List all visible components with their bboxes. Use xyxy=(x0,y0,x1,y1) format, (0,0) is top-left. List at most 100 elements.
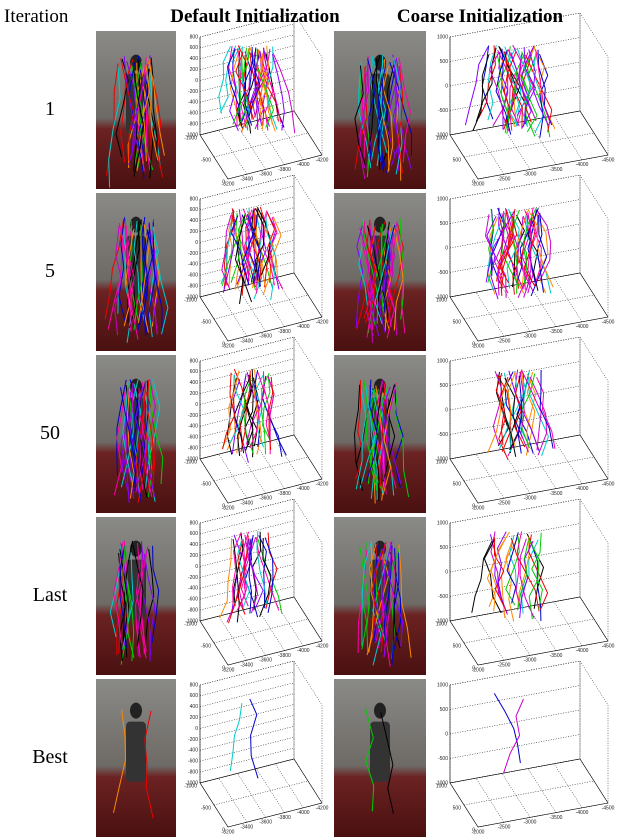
x-tick-label: -3400 xyxy=(240,663,253,669)
x-tick-label: -4200 xyxy=(316,157,329,163)
grid-line xyxy=(200,715,294,739)
side-wall xyxy=(294,661,322,803)
grid-line xyxy=(219,778,247,822)
grid-line xyxy=(450,337,580,361)
row-label: 50 xyxy=(40,422,60,444)
grid-line xyxy=(200,348,294,372)
grid-line xyxy=(200,748,294,772)
x-tick-label: -3600 xyxy=(259,334,272,340)
skeleton-limb xyxy=(220,538,232,618)
grid-line xyxy=(450,661,580,685)
x-tick-label: -4500 xyxy=(602,805,615,811)
grid-line xyxy=(450,685,580,709)
grid-line xyxy=(200,521,294,545)
grid-line xyxy=(200,413,294,437)
x-tick-label: -4200 xyxy=(316,481,329,487)
z-tick-label: 400 xyxy=(190,56,199,62)
x-tick-label: -3600 xyxy=(259,820,272,826)
grid-line xyxy=(450,734,580,758)
grid-line xyxy=(238,611,266,655)
z-tick-label: -600 xyxy=(188,597,198,603)
z-tick-label: -400 xyxy=(188,100,198,106)
z-tick-label: 600 xyxy=(190,45,199,51)
x-tick-label: -3200 xyxy=(222,505,235,511)
grid-line xyxy=(219,616,247,660)
x-tick-label: -3200 xyxy=(222,667,235,673)
y-tick-label: 500 xyxy=(453,643,462,649)
iteration-header: Iteration xyxy=(4,6,69,27)
z-tick-label: -500 xyxy=(438,594,448,600)
x-tick-label: -4000 xyxy=(297,648,310,654)
y-tick-label: -1000 xyxy=(184,135,197,141)
skeleton-limb xyxy=(268,377,286,455)
grid-line xyxy=(219,292,247,336)
grid-line xyxy=(200,67,294,91)
skeleton-limb xyxy=(263,217,281,295)
x-tick-label: -4500 xyxy=(602,481,615,487)
floor xyxy=(200,597,322,665)
x-tick-label: -3000 xyxy=(524,496,537,502)
x-tick-label: -3000 xyxy=(524,820,537,826)
grid-line xyxy=(464,295,594,319)
row: Last8006004002000-200-400-600-800-1000-1… xyxy=(33,499,615,675)
grid-line xyxy=(450,572,580,596)
x-tick-label: -3600 xyxy=(259,172,272,178)
z-tick-label: 800 xyxy=(190,682,199,688)
x-tick-label: -4000 xyxy=(297,324,310,330)
z-tick-label: 500 xyxy=(440,221,449,227)
floor xyxy=(450,759,608,827)
x-tick-label: -3500 xyxy=(550,491,563,497)
z-tick-label: -200 xyxy=(188,251,198,257)
z-tick-label: -500 xyxy=(438,432,448,438)
x-tick-label: -3500 xyxy=(550,167,563,173)
y-tick-label: 500 xyxy=(453,319,462,325)
x-tick-label: -3600 xyxy=(259,496,272,502)
z-tick-label: 500 xyxy=(440,59,449,65)
z-tick-label: 600 xyxy=(190,693,199,699)
y-tick-label: 1000 xyxy=(436,459,447,465)
person-head xyxy=(374,703,386,719)
grid-line xyxy=(200,705,294,729)
z-tick-label: 1000 xyxy=(437,34,448,40)
x-tick-label: -3500 xyxy=(550,329,563,335)
grid-line xyxy=(200,510,294,534)
z-tick-label: 0 xyxy=(195,726,198,732)
z-tick-label: 800 xyxy=(190,358,199,364)
x-tick-label: -3200 xyxy=(222,343,235,349)
row-label: Last xyxy=(33,584,68,606)
x-tick-label: -4000 xyxy=(576,648,589,654)
z-tick-label: -800 xyxy=(188,445,198,451)
grid-line xyxy=(200,186,294,210)
x-tick-label: -4000 xyxy=(576,162,589,168)
x-tick-label: -3400 xyxy=(240,177,253,183)
grid-line xyxy=(450,499,580,523)
grid-line xyxy=(464,781,594,805)
grid-line xyxy=(200,24,294,48)
z-tick-label: -800 xyxy=(188,769,198,775)
z-tick-label: 0 xyxy=(445,407,448,413)
x-tick-label: -3800 xyxy=(278,167,291,173)
z-tick-label: 600 xyxy=(190,531,199,537)
x-tick-label: -4500 xyxy=(602,157,615,163)
z-tick-label: 1000 xyxy=(437,682,448,688)
z-tick-label: -800 xyxy=(188,607,198,613)
x-tick-label: -4000 xyxy=(297,810,310,816)
floor xyxy=(200,435,322,503)
side-wall xyxy=(294,13,322,155)
floor xyxy=(200,759,322,827)
z-tick-label: 200 xyxy=(190,229,199,235)
skeleton-limb xyxy=(250,699,258,778)
grid-line xyxy=(214,133,308,157)
z-tick-label: -200 xyxy=(188,737,198,743)
grid-line xyxy=(200,694,294,718)
z-tick-label: 500 xyxy=(440,707,449,713)
skeleton-limb xyxy=(273,53,295,134)
x-tick-label: -4200 xyxy=(316,643,329,649)
z-tick-label: 800 xyxy=(190,520,199,526)
body: Iteration Default Initialization Coarse … xyxy=(0,0,618,840)
grid-line xyxy=(200,737,294,761)
z-tick-label: 0 xyxy=(445,83,448,89)
row: 508006004002000-200-400-600-800-1000-100… xyxy=(40,337,615,513)
grid-line xyxy=(450,710,580,734)
y-tick-label: 500 xyxy=(453,805,462,811)
